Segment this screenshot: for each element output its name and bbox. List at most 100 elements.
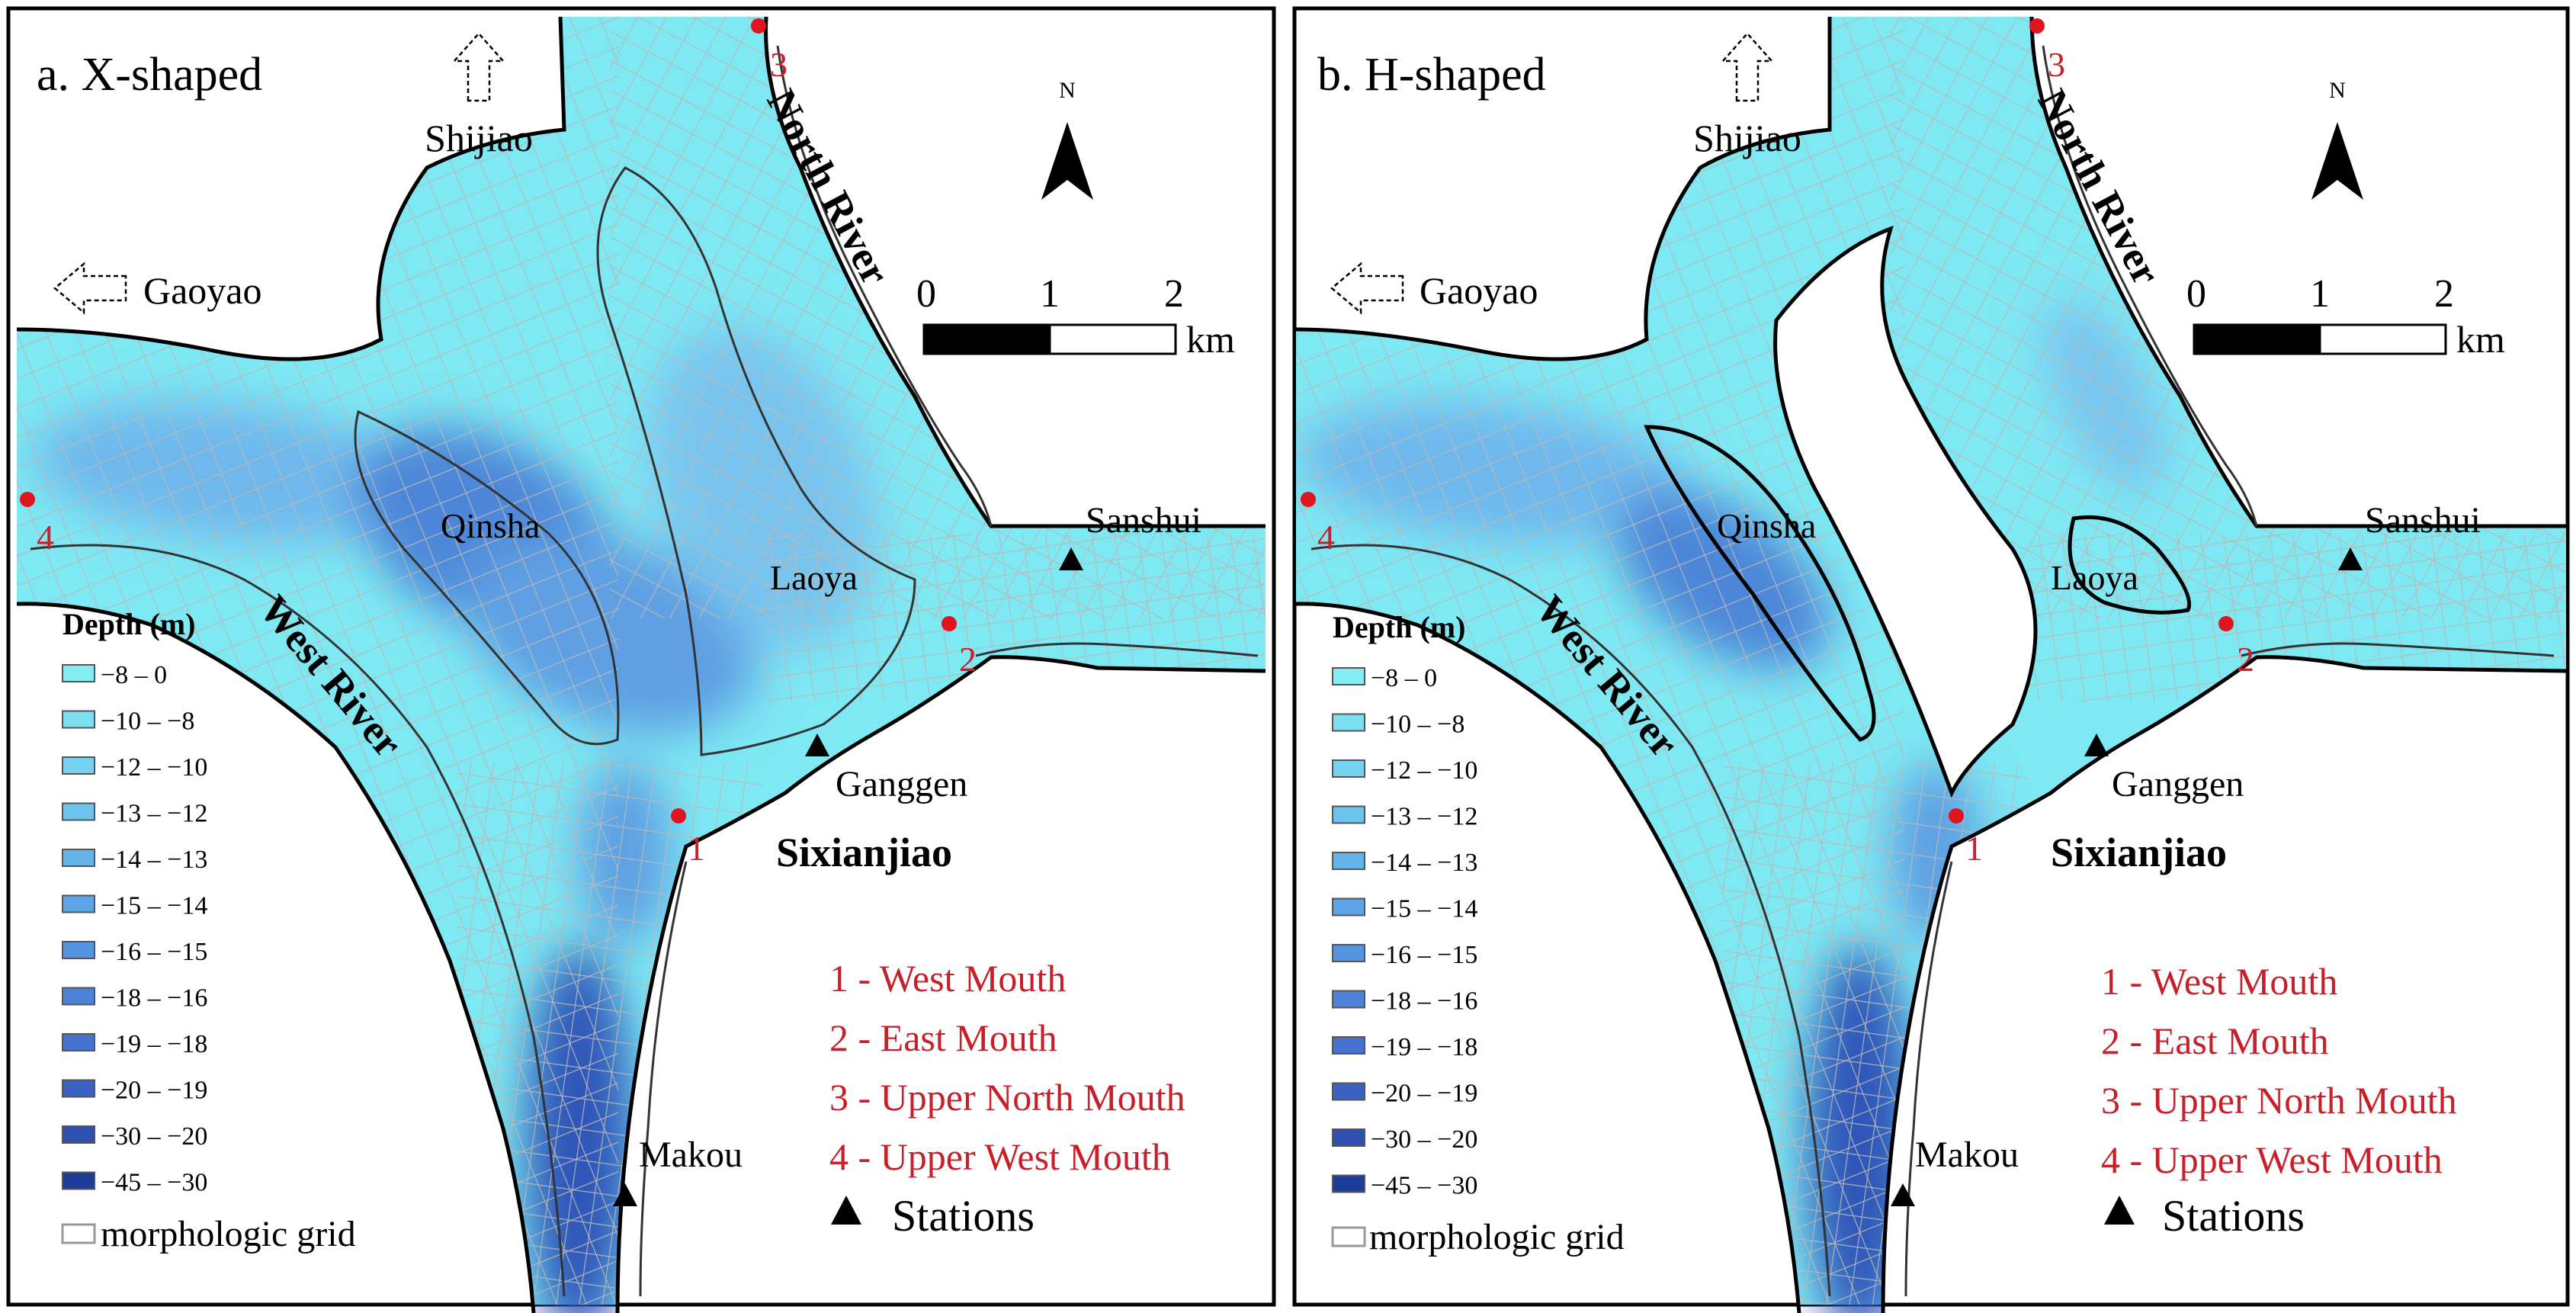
panel-b-shoreline-east bbox=[2029, 16, 2566, 528]
panel-a-shoreline-south-west bbox=[16, 602, 536, 1313]
depth-class-label: −16 – −15 bbox=[101, 938, 207, 966]
panel-a-depth-legend-title: Depth (m) bbox=[63, 607, 195, 641]
panel-b-mouths-legend: 1 - West Mouth 2 - East Mouth 3 - Upper … bbox=[2101, 960, 2457, 1241]
panel-a-label-gaoyao: Gaoyao bbox=[143, 269, 262, 312]
panel-b-scale-tick-2: 2 bbox=[2434, 272, 2454, 316]
depth-class-swatch bbox=[1332, 1036, 1365, 1055]
depth-class-label: −12 – −10 bbox=[1371, 756, 1477, 785]
panel-b-scale-tick-1: 1 bbox=[2310, 272, 2330, 316]
depth-class-label: −30 – −20 bbox=[1371, 1125, 1477, 1154]
panel-b-label-gaoyao: Gaoyao bbox=[1420, 269, 1538, 312]
panel-b-scale-unit: km bbox=[2456, 318, 2505, 361]
panel-a-grid-swatch bbox=[61, 1223, 96, 1244]
mouth-point-icon bbox=[1301, 492, 1316, 507]
panel-b-shoreline-central-island bbox=[1773, 225, 2038, 798]
panel-a-shijiao-arrow-icon bbox=[452, 32, 505, 102]
depth-class-label: −19 – −18 bbox=[101, 1030, 207, 1058]
depth-class-label: −20 – −19 bbox=[101, 1077, 207, 1105]
depth-class-swatch bbox=[1332, 897, 1365, 917]
panel-a-mouth-1: 1 bbox=[671, 808, 705, 868]
depth-class-swatch bbox=[1332, 1128, 1365, 1147]
panel-a-contour-south-channel bbox=[639, 861, 688, 1297]
depth-class-label: −10 – −8 bbox=[101, 708, 194, 736]
panel-a-scale-tick-2: 2 bbox=[1164, 272, 1184, 316]
panel-b-station-makou-icon bbox=[1891, 1183, 1915, 1206]
depth-class-label: −8 – 0 bbox=[101, 661, 167, 689]
depth-class-label: −14 – −13 bbox=[1371, 849, 1477, 877]
depth-class-label: −30 – −20 bbox=[101, 1122, 207, 1151]
panel-b-label-qinsha: Qinsha bbox=[1717, 506, 1816, 545]
depth-class-label: −45 – −30 bbox=[1371, 1172, 1477, 1200]
mouth-point-icon bbox=[751, 18, 766, 34]
panel-b-depth-legend-title: Depth (m) bbox=[1333, 610, 1465, 644]
panel-b-stations-legend-icon bbox=[2104, 1196, 2135, 1225]
panel-a-scale-unit: km bbox=[1186, 318, 1235, 361]
depth-class-label: −16 – −15 bbox=[1371, 941, 1477, 969]
depth-class-swatch bbox=[62, 894, 95, 913]
depth-class-label: −19 – −18 bbox=[1371, 1033, 1477, 1061]
panel-b-station-ganggen-icon bbox=[2084, 734, 2109, 756]
depth-class-swatch bbox=[62, 1171, 95, 1190]
panel-a-contour-north-channel bbox=[776, 45, 993, 527]
mouth-point-icon bbox=[671, 808, 686, 823]
panel-a-station-sanshui-icon bbox=[1059, 547, 1083, 570]
depth-class-swatch bbox=[1332, 1082, 1365, 1101]
panel-a-station-makou-icon bbox=[613, 1183, 637, 1206]
panel-a-title: a. X-shaped bbox=[37, 49, 262, 101]
panel-b-label-laoya: Laoya bbox=[2051, 558, 2138, 597]
panel-a-mouths-legend-1: 1 - West Mouth bbox=[829, 957, 1066, 1000]
panel-a-label-qinsha: Qinsha bbox=[441, 506, 540, 545]
depth-class-swatch bbox=[62, 664, 95, 682]
depth-class-swatch bbox=[1332, 759, 1365, 778]
depth-class-label: −45 – −30 bbox=[101, 1169, 207, 1197]
depth-class-swatch bbox=[62, 802, 95, 821]
depth-class-swatch bbox=[1332, 852, 1365, 870]
panel-b-mouths-legend-4: 4 - Upper West Mouth bbox=[2101, 1138, 2443, 1181]
panel-b-stations-label: Stations bbox=[2162, 1191, 2305, 1241]
panel-a-label-shijiao: Shijiao bbox=[425, 117, 533, 159]
panel-a-north-label: N bbox=[1059, 78, 1076, 103]
panel-b-mouth-3-number: 3 bbox=[2048, 45, 2065, 84]
panel-a-grid-label: morphologic grid bbox=[101, 1214, 356, 1254]
panel-a-mouths-legend: 1 - West Mouth 2 - East Mouth 3 - Upper … bbox=[829, 957, 1185, 1241]
panel-a-label-laoya: Laoya bbox=[770, 558, 858, 597]
depth-class-label: −20 – −19 bbox=[1371, 1080, 1477, 1108]
panel-b-gaoyao-arrow-icon bbox=[1330, 262, 1404, 315]
panel-a-north-arrow-icon: N bbox=[1041, 78, 1093, 200]
panel-b-mouths-legend-3: 3 - Upper North Mouth bbox=[2101, 1079, 2457, 1122]
panel-b-shoreline-south-west bbox=[1295, 602, 1801, 1313]
panel-a-mouth-3: 3 bbox=[751, 18, 788, 84]
depth-class-label: −10 – −8 bbox=[1371, 711, 1464, 739]
mouth-point-icon bbox=[1949, 808, 1964, 823]
depth-class-swatch bbox=[1332, 944, 1365, 962]
panel-a-mouths-legend-4: 4 - Upper West Mouth bbox=[829, 1135, 1171, 1178]
mouth-point-icon bbox=[2029, 18, 2045, 34]
depth-class-label: −18 – −16 bbox=[101, 984, 207, 1013]
depth-class-label: −15 – −14 bbox=[101, 892, 207, 920]
panel-a-mouths-legend-2: 2 - East Mouth bbox=[829, 1016, 1057, 1059]
panel-b-shijiao-arrow-icon bbox=[1721, 32, 1774, 102]
depth-class-label: −15 – −14 bbox=[1371, 895, 1477, 923]
panel-a-mouth-1-number: 1 bbox=[688, 829, 705, 868]
depth-class-swatch bbox=[62, 941, 95, 959]
panel-a-mouth-3-number: 3 bbox=[770, 45, 788, 84]
panel-b-contour-east-channel bbox=[2241, 642, 2555, 657]
depth-class-label: −13 – −12 bbox=[101, 800, 207, 828]
depth-class-swatch bbox=[1332, 990, 1365, 1009]
panel-b-scale-tick-0: 0 bbox=[2186, 272, 2206, 316]
panel-a-contour-west-channel bbox=[30, 544, 566, 1297]
panel-a-scale-tick-1: 1 bbox=[1040, 272, 1060, 316]
panel-b-scale-bar: 0 1 2 km bbox=[2186, 272, 2505, 361]
depth-class-label: −14 – −13 bbox=[101, 846, 207, 874]
panel-a-stations-legend-icon bbox=[831, 1196, 861, 1225]
panel-b-north-label: N bbox=[2329, 78, 2346, 103]
depth-class-swatch bbox=[1332, 1174, 1365, 1193]
mouth-point-icon bbox=[20, 492, 35, 507]
depth-class-label: −13 – −12 bbox=[1371, 803, 1477, 831]
panel-a-shoreline-east bbox=[764, 16, 1266, 528]
panel-a-mouths-legend-3: 3 - Upper North Mouth bbox=[829, 1076, 1185, 1119]
depth-class-swatch bbox=[62, 849, 95, 867]
panel-b-label-sixianjiao: Sixianjiao bbox=[2051, 830, 2227, 875]
panel-b-mouth-1: 1 bbox=[1949, 808, 1983, 868]
